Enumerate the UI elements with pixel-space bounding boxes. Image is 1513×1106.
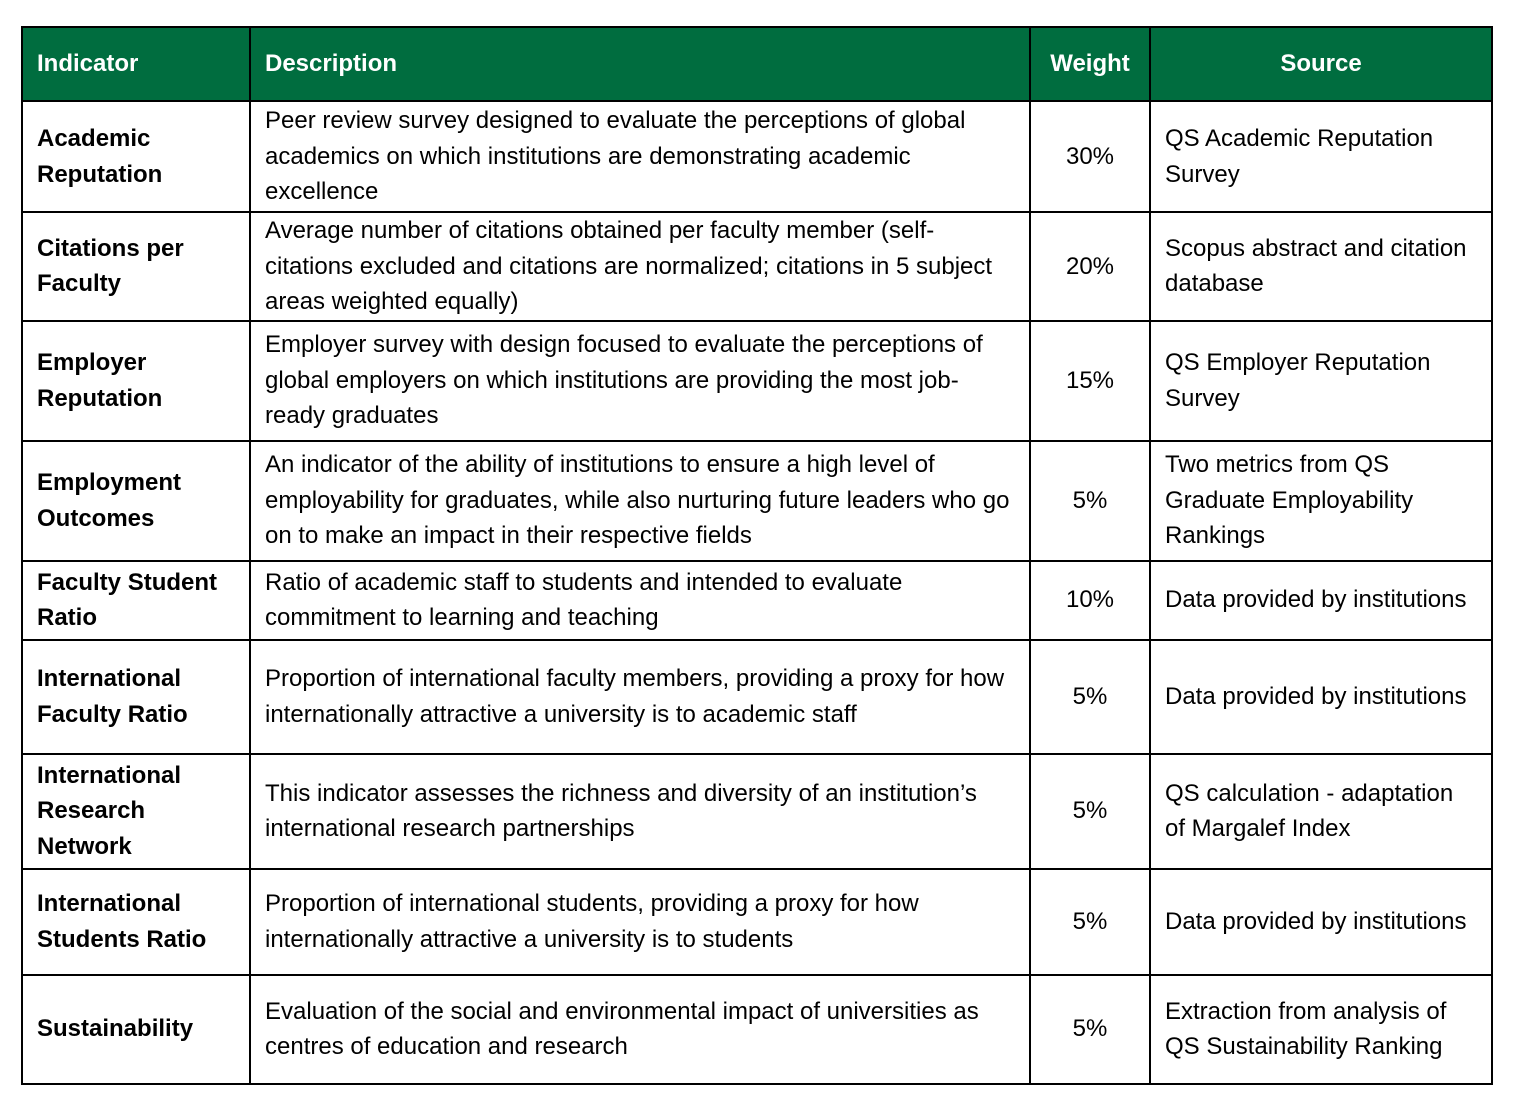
header-source: Source (1149, 26, 1493, 102)
description-cell: Average number of citations obtained per… (249, 211, 1031, 322)
table-row: Employment Outcomes An indicator of the … (21, 439, 1493, 562)
source-cell: QS Academic Reputation Survey (1149, 100, 1493, 213)
indicator-cell: International Faculty Ratio (21, 638, 251, 755)
description-cell: Evaluation of the social and environment… (249, 973, 1031, 1085)
table-row: International Students Ratio Proportion … (21, 867, 1493, 976)
weight-cell: 20% (1029, 211, 1151, 322)
table-row: International Research Network This indi… (21, 752, 1493, 870)
table-header-row: Indicator Description Weight Source (21, 26, 1493, 102)
source-cell: Two metrics from QS Graduate Employabili… (1149, 439, 1493, 562)
weight-cell: 30% (1029, 100, 1151, 213)
source-cell: Data provided by institutions (1149, 638, 1493, 755)
weight-cell: 5% (1029, 439, 1151, 562)
header-weight: Weight (1029, 26, 1151, 102)
source-cell: Scopus abstract and citation database (1149, 211, 1493, 322)
indicator-cell: Academic Reputation (21, 100, 251, 213)
weight-cell: 5% (1029, 973, 1151, 1085)
weight-cell: 10% (1029, 559, 1151, 641)
table-row: Citations per Faculty Average number of … (21, 211, 1493, 322)
indicator-cell: Citations per Faculty (21, 211, 251, 322)
header-indicator: Indicator (21, 26, 251, 102)
weight-cell: 5% (1029, 638, 1151, 755)
description-cell: Ratio of academic staff to students and … (249, 559, 1031, 641)
indicator-cell: Sustainability (21, 973, 251, 1085)
table-row: Academic Reputation Peer review survey d… (21, 100, 1493, 213)
description-cell: Peer review survey designed to evaluate … (249, 100, 1031, 213)
indicator-cell: International Students Ratio (21, 867, 251, 976)
indicator-table: Indicator Description Weight Source Acad… (21, 26, 1493, 1085)
indicator-cell: Employment Outcomes (21, 439, 251, 562)
source-cell: Extraction from analysis of QS Sustainab… (1149, 973, 1493, 1085)
description-cell: An indicator of the ability of instituti… (249, 439, 1031, 562)
description-cell: Proportion of international students, pr… (249, 867, 1031, 976)
source-cell: QS calculation - adaptation of Margalef … (1149, 752, 1493, 870)
weight-cell: 15% (1029, 319, 1151, 442)
weight-cell: 5% (1029, 752, 1151, 870)
description-cell: Employer survey with design focused to e… (249, 319, 1031, 442)
table-row: Faculty Student Ratio Ratio of academic … (21, 559, 1493, 641)
description-cell: This indicator assesses the richness and… (249, 752, 1031, 870)
indicator-cell: Employer Reputation (21, 319, 251, 442)
table-row: International Faculty Ratio Proportion o… (21, 638, 1493, 755)
description-cell: Proportion of international faculty memb… (249, 638, 1031, 755)
weight-cell: 5% (1029, 867, 1151, 976)
source-cell: QS Employer Reputation Survey (1149, 319, 1493, 442)
source-cell: Data provided by institutions (1149, 867, 1493, 976)
table-row: Employer Reputation Employer survey with… (21, 319, 1493, 442)
header-description: Description (249, 26, 1031, 102)
table-row: Sustainability Evaluation of the social … (21, 973, 1493, 1085)
source-cell: Data provided by institutions (1149, 559, 1493, 641)
indicator-cell: Faculty Student Ratio (21, 559, 251, 641)
indicator-cell: International Research Network (21, 752, 251, 870)
